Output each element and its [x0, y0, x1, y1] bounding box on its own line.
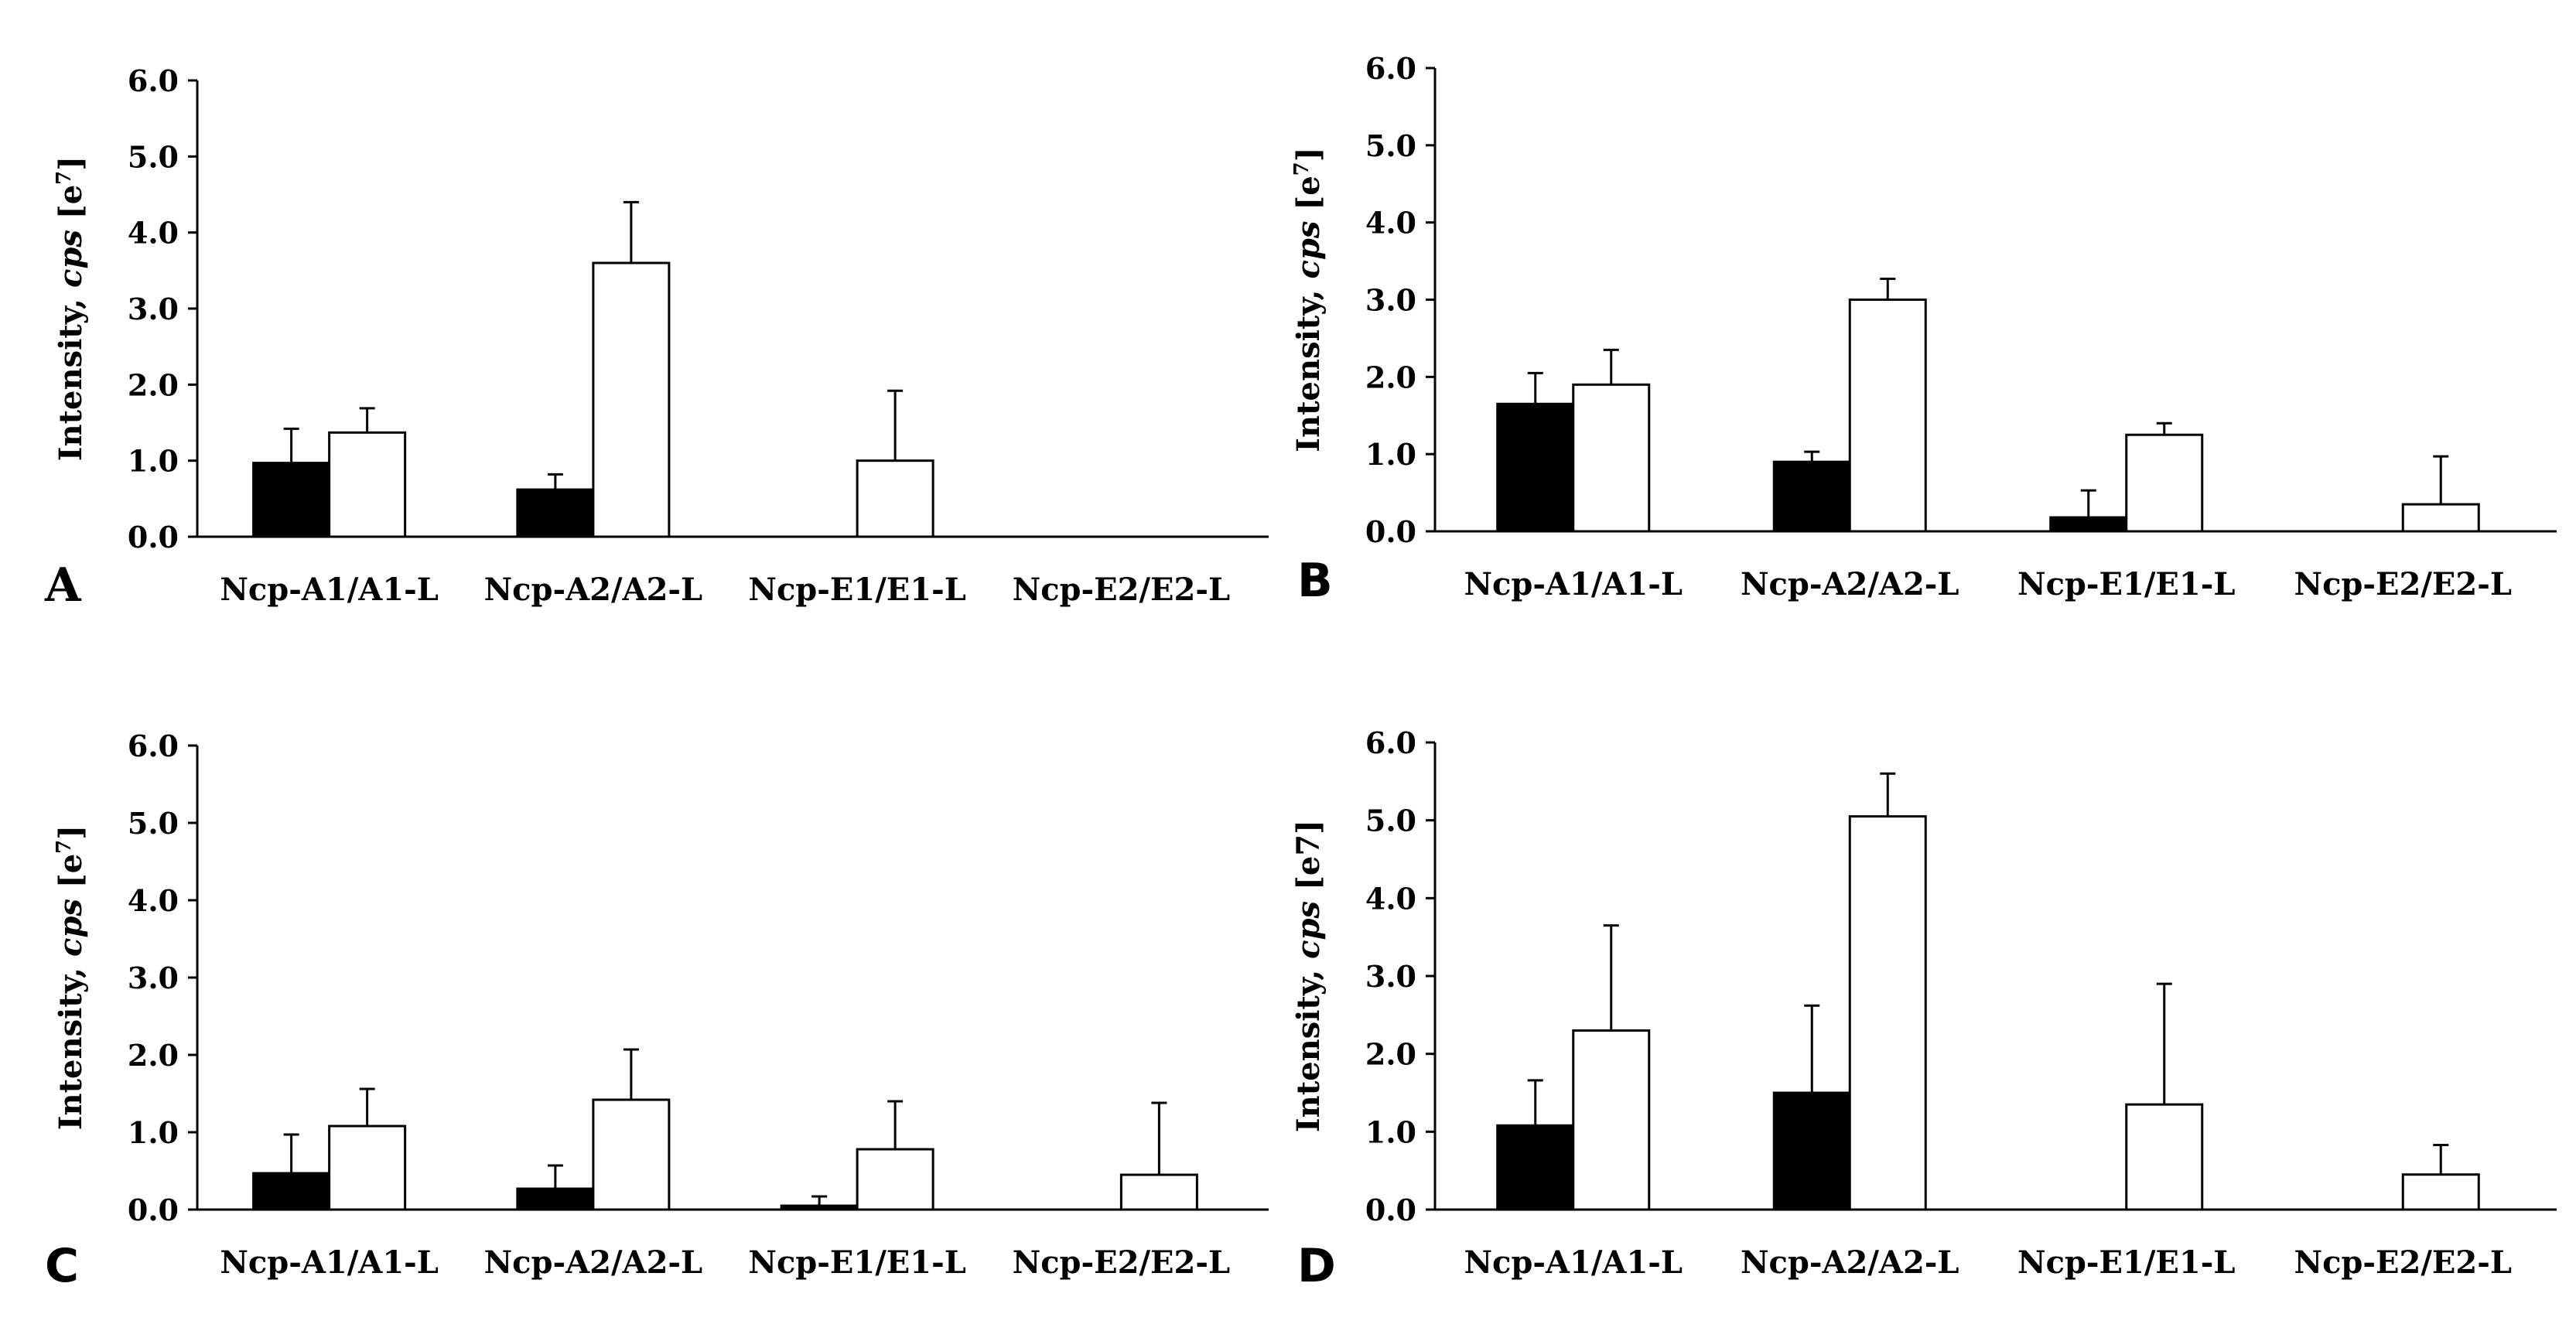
y-tick-label: 1.0 [1365, 437, 1416, 472]
bar-open [328, 1125, 407, 1211]
panel-b: 0.0 1.0 2.0 3.0 4.0 5.0 6.0 Intensity, cps [e7]… [1288, 0, 2576, 665]
x-category-label: Ncp-A1/A1-L [220, 1244, 439, 1281]
y-tick-label: 4.0 [1365, 206, 1416, 241]
x-category-label: Ncp-E2/E2-L [1013, 572, 1230, 608]
bar-open [1572, 383, 1651, 533]
y-tick-label: 5.0 [1365, 128, 1416, 163]
y-tick-label: 0.0 [128, 1193, 179, 1227]
y-tick-label: 1.0 [1365, 1114, 1416, 1149]
bar-open [1572, 1029, 1651, 1211]
bar-filled [2049, 516, 2128, 533]
x-category-label: Ncp-E1/E1-L [748, 1244, 965, 1281]
bar-filled [1772, 1091, 1851, 1211]
x-category-label: Ncp-E1/E1-L [2017, 566, 2235, 602]
bar-open [2125, 433, 2204, 533]
y-tick-label: 0.0 [1365, 1193, 1416, 1227]
bar-open [328, 431, 407, 538]
bar-open [1119, 1173, 1198, 1211]
y-tick-label: 3.0 [1365, 959, 1416, 994]
x-category-label: Ncp-A1/A1-L [1464, 566, 1683, 602]
panel-a: 0.0 1.0 2.0 3.0 4.0 5.0 6.0 Intensity, cps [e7]… [0, 0, 1288, 665]
bar-open [592, 1098, 671, 1211]
y-tick-label: 3.0 [128, 961, 179, 995]
x-category-label: Ncp-E2/E2-L [2294, 566, 2512, 602]
bar-filled [252, 1172, 331, 1211]
panel-c: 0.0 1.0 2.0 3.0 4.0 5.0 6.0 Intensity, cps [e7]… [0, 665, 1288, 1330]
y-tick-label: 0.0 [128, 520, 179, 555]
x-category-label: Ncp-A2/A2-L [1741, 1244, 1959, 1281]
y-tick-label: 4.0 [128, 883, 179, 918]
y-tick-label: 2.0 [128, 1038, 179, 1073]
y-tick-label: 2.0 [1365, 1037, 1416, 1072]
x-category-label: Ncp-E2/E2-L [2294, 1244, 2512, 1281]
y-tick-label: 6.0 [128, 729, 179, 763]
bar-filled [1496, 402, 1575, 533]
y-tick-label: 3.0 [128, 292, 179, 326]
x-category-label: Ncp-E2/E2-L [1013, 1244, 1230, 1281]
y-tick-label: 4.0 [128, 216, 179, 251]
bar-open [1848, 299, 1927, 533]
chart-d: 0.0 1.0 2.0 3.0 4.0 5.0 6.0 Intensity, cps [e7]… [1290, 725, 2557, 1281]
y-tick-label: 1.0 [128, 1115, 179, 1150]
bar-filled [780, 1204, 859, 1211]
bar-filled [1772, 460, 1851, 533]
y-tick-label: 2.0 [1365, 360, 1416, 394]
y-axis-label: Intensity, cps [e7] [1290, 147, 1327, 452]
y-tick-label: 4.0 [1365, 881, 1416, 916]
x-category-label: Ncp-E1/E1-L [2017, 1244, 2235, 1281]
bar-filled [516, 488, 595, 538]
bar-open [592, 261, 671, 538]
x-category-label: Ncp-A1/A1-L [1464, 1244, 1683, 1281]
x-category-label: Ncp-A2/A2-L [484, 1244, 703, 1281]
x-category-label: Ncp-A2/A2-L [484, 572, 703, 608]
bar-filled [252, 462, 331, 538]
bar-filled [516, 1187, 595, 1211]
bar-open [2401, 503, 2480, 533]
chart-b: 0.0 1.0 2.0 3.0 4.0 5.0 6.0 Intensity, cps [e7]… [1290, 51, 2557, 602]
bar-open [856, 1148, 934, 1211]
bar-open [2401, 1173, 2480, 1211]
chart-a: 0.0 1.0 2.0 3.0 4.0 5.0 6.0 Intensity, cps [e7]… [53, 63, 1269, 608]
bar-open [2125, 1103, 2204, 1211]
y-tick-label: 6.0 [1365, 725, 1416, 760]
bar-open [1848, 815, 1927, 1211]
y-tick-label: 5.0 [128, 139, 179, 174]
y-axis-label: Intensity, cps [e7] [53, 825, 89, 1130]
y-tick-label: 1.0 [128, 444, 179, 479]
y-tick-label: 5.0 [128, 806, 179, 841]
panel-label-a: A [45, 558, 81, 613]
y-tick-label: 6.0 [128, 63, 179, 98]
x-category-label: Ncp-A2/A2-L [1741, 566, 1959, 602]
panel-label-c: C [45, 1239, 80, 1293]
bar-open [856, 459, 934, 538]
panel-d: 0.0 1.0 2.0 3.0 4.0 5.0 6.0 Intensity, cps [e7]… [1288, 665, 2576, 1330]
chart-c: 0.0 1.0 2.0 3.0 4.0 5.0 6.0 Intensity, cps [e7]… [53, 729, 1269, 1281]
y-tick-label: 0.0 [1365, 514, 1416, 549]
panel-label-b: B [1297, 554, 1333, 608]
y-axis-label: Intensity, cps [e7] [53, 156, 89, 461]
y-axis-label: Intensity, cps [e7] [1290, 820, 1327, 1132]
y-tick-label: 3.0 [1365, 283, 1416, 318]
bar-filled [1496, 1124, 1575, 1211]
y-tick-label: 6.0 [1365, 51, 1416, 86]
x-category-label: Ncp-E1/E1-L [748, 572, 965, 608]
panel-label-d: D [1297, 1239, 1336, 1293]
x-category-label: Ncp-A1/A1-L [220, 572, 439, 608]
y-tick-label: 2.0 [128, 367, 179, 402]
y-tick-label: 5.0 [1365, 804, 1416, 838]
